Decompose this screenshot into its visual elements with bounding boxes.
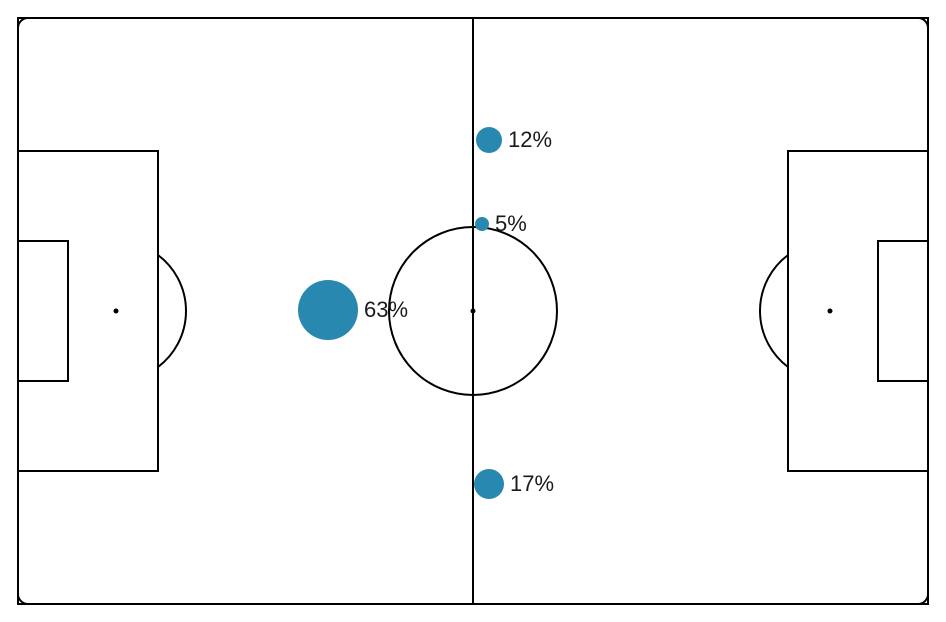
data-label-p1: 12% <box>508 127 552 152</box>
pitch-diagram: 12% 5% 63% 17% <box>0 0 946 622</box>
data-label-p3: 63% <box>364 297 408 322</box>
center-spot <box>471 309 476 314</box>
data-point-p4 <box>474 469 504 499</box>
data-point-p3 <box>298 280 358 340</box>
data-point-p1 <box>476 127 502 153</box>
data-point-p2 <box>475 217 489 231</box>
data-label-p2: 5% <box>495 211 527 236</box>
left-penalty-spot <box>114 309 119 314</box>
right-penalty-spot <box>828 309 833 314</box>
data-label-p4: 17% <box>510 471 554 496</box>
